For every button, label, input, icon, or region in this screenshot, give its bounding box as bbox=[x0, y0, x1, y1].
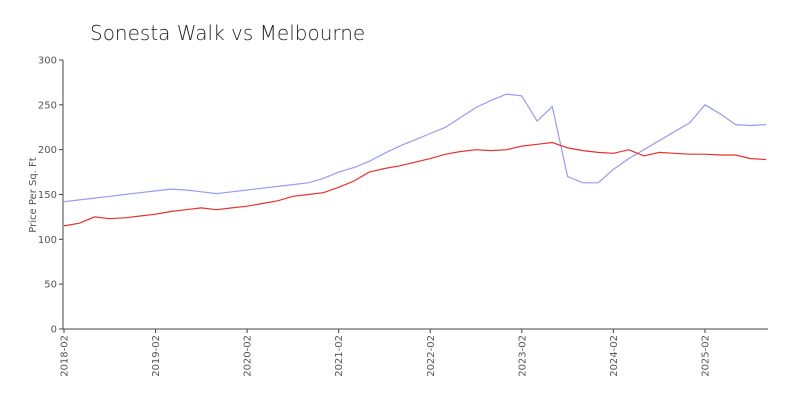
x-tick-label: 2022-02 bbox=[426, 335, 437, 377]
x-tick-label: 2018-02 bbox=[60, 335, 71, 377]
y-tick-label: 200 bbox=[38, 145, 57, 156]
y-tick-label: 250 bbox=[38, 100, 57, 111]
x-tick-label: 2023-02 bbox=[517, 335, 528, 377]
x-tick-label: 2021-02 bbox=[334, 335, 345, 377]
series-line bbox=[63, 141, 767, 227]
y-tick-label: 300 bbox=[38, 56, 57, 67]
series-line bbox=[63, 93, 767, 203]
x-tick-label: 2020-02 bbox=[243, 335, 254, 377]
y-tick-label: 150 bbox=[38, 190, 57, 201]
x-tick-label: 2019-02 bbox=[151, 335, 162, 377]
y-axis-label: Price Per Sq. Ft bbox=[28, 157, 39, 232]
y-tick-label: 50 bbox=[44, 280, 57, 291]
x-tick-label: 2024-02 bbox=[609, 335, 620, 377]
y-tick-label: 0 bbox=[51, 325, 57, 336]
x-tick-label: 2025-02 bbox=[700, 335, 711, 377]
y-tick-label: 100 bbox=[38, 235, 57, 246]
chart-title: Sonesta Walk vs Melbourne bbox=[90, 21, 365, 45]
